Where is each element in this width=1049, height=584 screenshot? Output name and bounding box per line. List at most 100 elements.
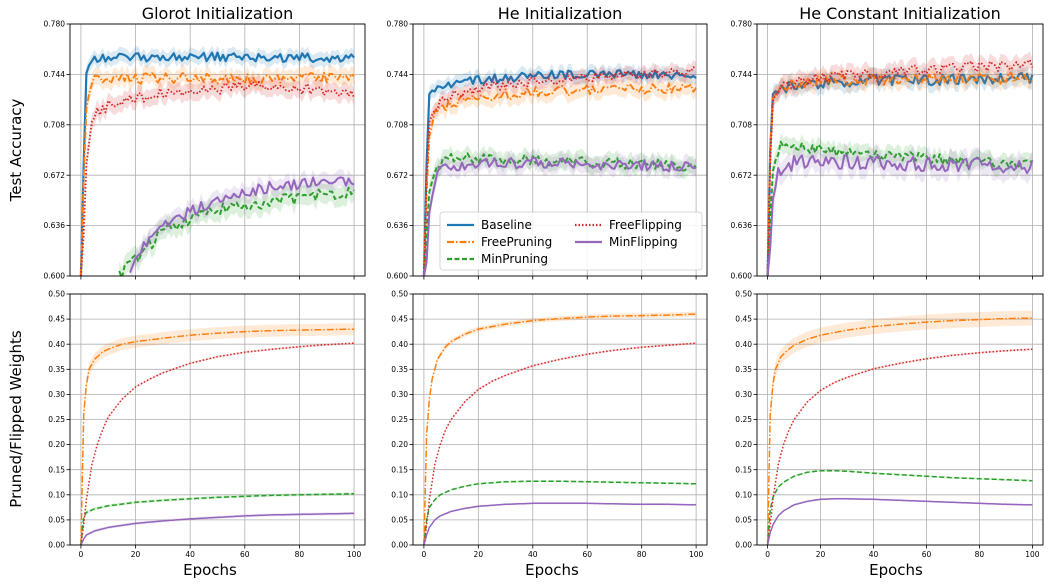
x-tick-label: 100 <box>689 550 704 559</box>
series-minflipping <box>422 156 697 276</box>
panel-title: Glorot Initialization <box>142 4 294 23</box>
series-freepruning <box>766 72 1033 276</box>
panels: 0.600 0.636 0.672 0.708 0.744 0.780 Glorot Ini… <box>44 4 1044 559</box>
band-baseline <box>423 63 697 276</box>
x-tick-label: 40 <box>528 550 538 559</box>
legend-label-minpruning: MinPruning <box>481 252 548 266</box>
y-tick-label: 0.600 <box>731 272 753 281</box>
series-freepruning <box>80 328 355 545</box>
y-tick-label: 0.600 <box>44 272 66 281</box>
panel-top-right: 0.600 0.636 0.672 0.708 0.744 0.780 He Constan… <box>731 4 1044 281</box>
y-tick-label: 0.672 <box>731 171 753 180</box>
band-freeflipping <box>80 73 355 276</box>
y-tick-label: 0.30 <box>48 390 65 399</box>
series-group <box>766 51 1034 276</box>
y-tick-label: 0.672 <box>387 171 409 180</box>
y-tick-label: 0.25 <box>48 415 65 424</box>
y-tick-label: 0.708 <box>731 120 753 129</box>
y-tick-label: 0.50 <box>48 290 65 299</box>
series-minflipping <box>423 502 697 545</box>
series-minflipping <box>80 512 355 545</box>
y-tick-label: 0.40 <box>48 340 65 349</box>
y-tick-label: 0.25 <box>391 415 408 424</box>
y-tick-label: 0.15 <box>391 465 408 474</box>
y-tick-label: 0.20 <box>391 440 408 449</box>
y-tick-label: 0.708 <box>387 120 409 129</box>
series-minflipping <box>766 154 1034 276</box>
band-freepruning <box>767 64 1033 276</box>
y-tick-label: 0.05 <box>48 516 65 525</box>
axes-frame <box>69 23 366 277</box>
series-freepruning <box>766 317 1033 545</box>
y-tick-label: 0.35 <box>735 365 752 374</box>
x-tick-label: 20 <box>131 550 141 559</box>
band-minflipping <box>423 149 697 276</box>
y-tick-label: 0.780 <box>387 20 409 29</box>
y-tick-label: 0.30 <box>391 390 408 399</box>
xlabel-epochs-left: Epochs <box>183 561 237 579</box>
band-minflipping <box>80 511 355 545</box>
panel-title: He Constant Initialization <box>799 4 1001 23</box>
panel-bottom-right: 0 20 40 60 80 100 0.00 0.05 0.10 0.15 0.20 0.25 0.30… <box>735 290 1044 559</box>
band-minpruning <box>423 144 697 276</box>
band-minpruning <box>80 492 355 545</box>
axes-frame <box>756 23 1044 277</box>
y-tick-label: 0.744 <box>387 70 409 79</box>
band-freepruning <box>767 310 1033 545</box>
series-minflipping <box>766 498 1033 545</box>
x-tick-label: 40 <box>185 550 195 559</box>
y-tick-label: 0.40 <box>391 340 408 349</box>
legend-label-baseline: Baseline <box>481 218 532 232</box>
x-tick-label: 80 <box>637 550 647 559</box>
series-freepruning <box>422 82 697 276</box>
series-group <box>766 310 1033 545</box>
x-tick-label: 100 <box>1025 550 1040 559</box>
series-minpruning <box>118 186 355 276</box>
band-freeflipping <box>423 342 697 545</box>
y-tick-label: 0.10 <box>391 490 408 499</box>
y-tick-label: 0.35 <box>48 365 65 374</box>
legend: Baseline FreePruning MinPruning FreeFlippin… <box>439 211 703 271</box>
axes-frame <box>412 23 708 277</box>
x-tick-label: 60 <box>922 550 932 559</box>
band-freepruning <box>80 323 355 545</box>
y-tick-label: 0.10 <box>48 490 65 499</box>
y-tick-label: 0.15 <box>48 465 65 474</box>
y-tick-label: 0.15 <box>735 465 752 474</box>
axes-frame <box>69 293 366 546</box>
y-tick-label: 0.45 <box>48 315 65 324</box>
series-freepruning <box>79 71 355 276</box>
y-tick-label: 0.10 <box>735 490 752 499</box>
y-tick-label: 0.600 <box>387 272 409 281</box>
y-tick-label: 0.50 <box>391 290 408 299</box>
panel-bottom-left: 0 20 40 60 80 100 0.00 0.05 0.10 0.15 0.20 0.25 0.30… <box>48 290 366 559</box>
series-minpruning <box>80 493 355 545</box>
series-minpruning <box>423 480 697 545</box>
x-tick-label: 100 <box>347 550 362 559</box>
series-freeflipping <box>766 348 1033 545</box>
series-baseline <box>79 51 355 276</box>
y-tick-label: 0.744 <box>731 70 753 79</box>
x-tick-label: 20 <box>474 550 484 559</box>
y-tick-label: 0.05 <box>391 516 408 525</box>
panel-bottom-middle: 0 20 40 60 80 100 0.00 0.05 0.10 0.15 0.20 0.25 0.30… <box>391 290 708 559</box>
series-group <box>423 311 697 545</box>
x-tick-label: 0 <box>421 550 426 559</box>
xlabel-epochs-middle: Epochs <box>525 561 579 579</box>
x-tick-label: 80 <box>975 550 985 559</box>
panel-top-left: 0.600 0.636 0.672 0.708 0.744 0.780 Glorot Ini… <box>44 4 366 281</box>
y-tick-label: 0.20 <box>48 440 65 449</box>
y-tick-label: 0.50 <box>735 290 752 299</box>
legend-label-freeflipping: FreeFlipping <box>609 218 682 232</box>
panel-top-middle: 0.600 0.636 0.672 0.708 0.744 0.780 He Initial… <box>387 4 708 281</box>
y-tick-label: 0.40 <box>735 340 752 349</box>
y-tick-label: 0.05 <box>735 516 752 525</box>
y-tick-label: 0.672 <box>44 171 66 180</box>
x-tick-label: 0 <box>765 550 770 559</box>
series-group <box>80 323 355 545</box>
y-tick-label: 0.45 <box>391 315 408 324</box>
y-tick-label: 0.780 <box>44 20 66 29</box>
y-tick-label: 0.636 <box>44 221 66 230</box>
y-tick-label: 0.00 <box>48 541 65 550</box>
